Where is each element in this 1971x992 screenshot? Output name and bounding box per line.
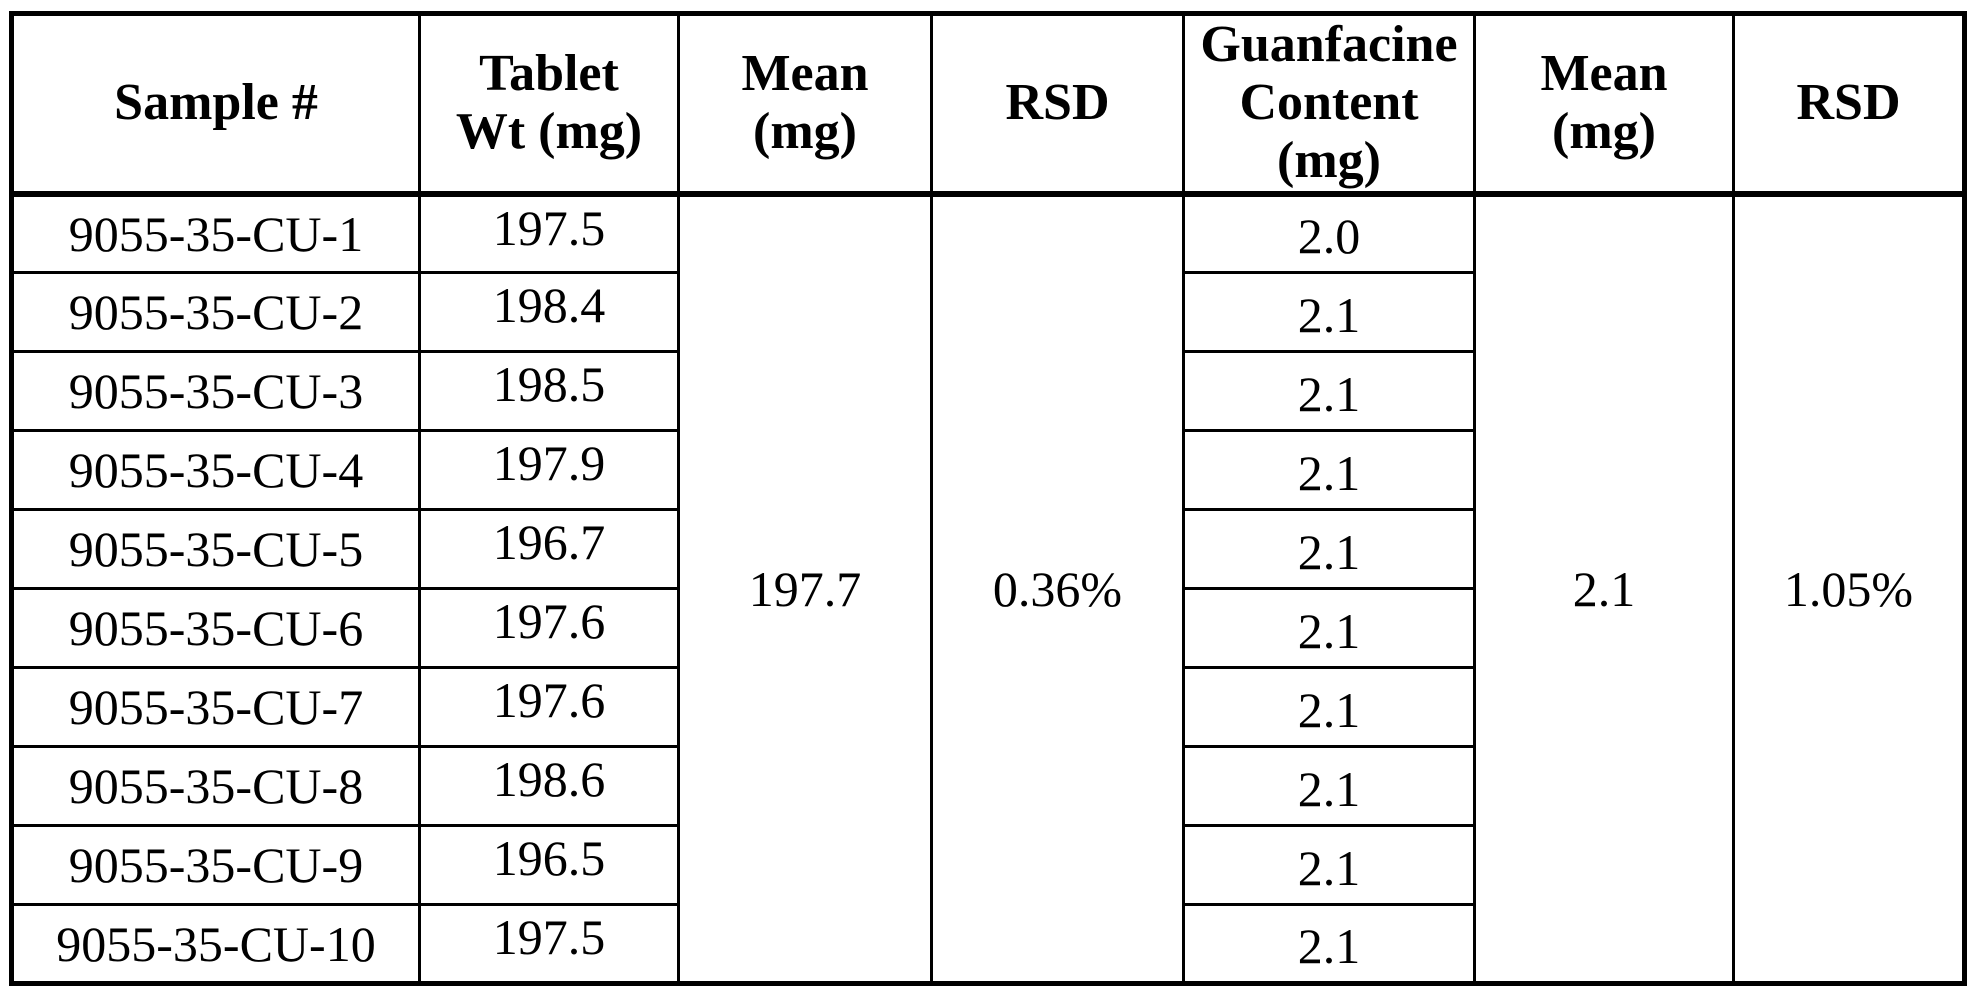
sample-id-cell: 9055-35-CU-1 xyxy=(10,192,421,275)
tablet-mean-cell: 197.7 xyxy=(677,192,933,986)
sample-id-cell: 9055-35-CU-5 xyxy=(10,508,421,591)
table-row: 9055-35-CU-4 197.9 2.1 xyxy=(10,429,1965,512)
tablet-wt-cell: 197.9 xyxy=(418,429,680,512)
tablet-wt-cell: 198.4 xyxy=(418,271,680,354)
guanfacine-content-cell: 2.1 xyxy=(1182,903,1476,986)
sample-id-cell: 9055-35-CU-4 xyxy=(10,429,421,512)
guanfacine-content-cell: 2.1 xyxy=(1182,350,1476,433)
table-row: 9055-35-CU-2 198.4 2.1 xyxy=(10,271,1965,354)
guanfacine-mean-cell: 2.1 xyxy=(1473,192,1735,986)
header-tablet-mean: Mean (mg) xyxy=(677,11,933,197)
table-row: 9055-35-CU-10 197.5 2.1 xyxy=(10,903,1965,986)
tablet-wt-cell: 197.5 xyxy=(418,903,680,986)
header-tablet-rsd: RSD xyxy=(930,11,1185,197)
guanfacine-content-cell: 2.1 xyxy=(1182,666,1476,749)
guanfacine-content-cell: 2.0 xyxy=(1182,192,1476,275)
header-sample-number: Sample # xyxy=(10,11,421,197)
guanfacine-content-cell: 2.1 xyxy=(1182,824,1476,907)
header-guanfacine-rsd: RSD xyxy=(1732,11,1966,197)
guanfacine-content-cell: 2.1 xyxy=(1182,508,1476,591)
tablet-wt-cell: 196.7 xyxy=(418,508,680,591)
guanfacine-content-cell: 2.1 xyxy=(1182,271,1476,354)
sample-id-cell: 9055-35-CU-2 xyxy=(10,271,421,354)
guanfacine-content-cell: 2.1 xyxy=(1182,745,1476,828)
tablet-wt-cell: 197.6 xyxy=(418,666,680,749)
sample-id-cell: 9055-35-CU-7 xyxy=(10,666,421,749)
content-uniformity-table: Sample # Tablet Wt (mg) Mean (mg) RSD Gu… xyxy=(9,11,1967,987)
table-row: 9055-35-CU-7 197.6 2.1 xyxy=(10,666,1965,749)
header-guanfacine-mean: Mean (mg) xyxy=(1473,11,1735,197)
table-row: 9055-35-CU-9 196.5 2.1 xyxy=(10,824,1965,907)
guanfacine-rsd-cell: 1.05% xyxy=(1732,192,1966,986)
tablet-wt-cell: 197.6 xyxy=(418,587,680,670)
sample-id-cell: 9055-35-CU-6 xyxy=(10,587,421,670)
table-row: 9055-35-CU-5 196.7 2.1 xyxy=(10,508,1965,591)
tablet-wt-cell: 197.5 xyxy=(418,192,680,275)
sample-id-cell: 9055-35-CU-8 xyxy=(10,745,421,828)
tablet-wt-cell: 196.5 xyxy=(418,824,680,907)
tablet-rsd-cell: 0.36% xyxy=(930,192,1185,986)
table-row: 9055-35-CU-3 198.5 2.1 xyxy=(10,350,1965,433)
sample-id-cell: 9055-35-CU-3 xyxy=(10,350,421,433)
table-row: 9055-35-CU-8 198.6 2.1 xyxy=(10,745,1965,828)
sample-id-cell: 9055-35-CU-10 xyxy=(10,903,421,986)
sample-id-cell: 9055-35-CU-9 xyxy=(10,824,421,907)
guanfacine-content-cell: 2.1 xyxy=(1182,429,1476,512)
table-row: 9055-35-CU-6 197.6 2.1 xyxy=(10,587,1965,670)
header-tablet-wt: Tablet Wt (mg) xyxy=(418,11,680,197)
tablet-wt-cell: 198.5 xyxy=(418,350,680,433)
header-guanfacine-content: Guanfacine Content (mg) xyxy=(1182,11,1476,197)
header-row: Sample # Tablet Wt (mg) Mean (mg) RSD Gu… xyxy=(10,11,1966,197)
table-row: 9055-35-CU-1 197.5 197.7 0.36% 2.0 2.1 1… xyxy=(10,192,1966,986)
guanfacine-content-cell: 2.1 xyxy=(1182,587,1476,670)
tablet-wt-cell: 198.6 xyxy=(418,745,680,828)
